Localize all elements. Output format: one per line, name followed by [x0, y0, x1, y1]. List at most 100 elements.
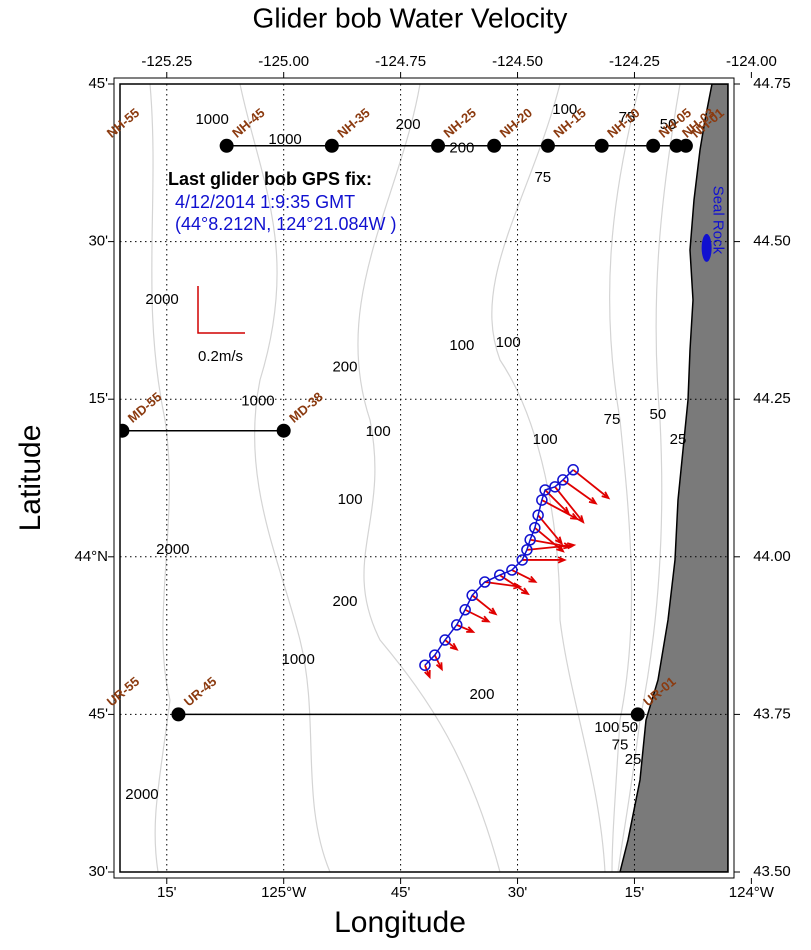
contour-label: 200 [449, 139, 474, 156]
top-tick-label: -125.00 [258, 53, 309, 70]
contour-label: 1000 [241, 393, 274, 410]
right-tick-label: 43.50 [753, 863, 791, 880]
station [540, 138, 555, 153]
contour-label: 2000 [145, 291, 178, 308]
contour-line [357, 84, 501, 872]
y-axis-label: Latitude [14, 425, 47, 532]
contour-label: 100 [552, 101, 577, 118]
station [646, 138, 661, 153]
velocity-vector [522, 556, 567, 564]
contour-label: 100 [366, 423, 391, 440]
scale-bar-label: 0.2m/s [198, 348, 243, 365]
station [678, 138, 693, 153]
top-tick-label: -124.50 [492, 53, 543, 70]
gps-fix-heading: Last glider bob GPS fix: [168, 169, 372, 189]
contour-label: 75 [604, 411, 621, 428]
station-label: NH-55 [104, 105, 142, 141]
velocity-vector [572, 469, 611, 500]
bottom-tick-label: 15' [157, 884, 177, 901]
glider-fix [506, 564, 518, 576]
contour-label: 25 [670, 431, 687, 448]
contour-line [149, 84, 171, 872]
glider-fix [459, 604, 471, 616]
glider-track [424, 469, 574, 666]
gps-fix-time: 4/12/2014 1:9:35 GMT [175, 192, 355, 212]
left-tick-label: 44°N [74, 548, 108, 565]
glider-fix [557, 474, 569, 486]
bottom-tick-label: 15' [625, 884, 645, 901]
right-tick-label: 43.75 [753, 705, 791, 722]
station-label: UR-45 [181, 674, 219, 710]
glider-fix [479, 576, 491, 588]
velocity-vector [562, 479, 598, 505]
station [324, 138, 339, 153]
velocity-vector [456, 624, 476, 633]
title: Glider bob Water Velocity [253, 2, 568, 33]
left-tick-label: 15' [88, 390, 108, 407]
velocity-vector [424, 664, 431, 680]
landmark-marker [701, 233, 712, 262]
velocity-vector [444, 639, 459, 651]
glider-fix [521, 544, 533, 556]
glider-fix [532, 509, 544, 521]
scale-bar-line [197, 286, 245, 334]
velocity-vector [484, 581, 523, 590]
station [630, 707, 645, 722]
bottom-tick-label: 45' [391, 884, 411, 901]
glider-fix [439, 634, 451, 646]
station-label: UR-55 [104, 674, 142, 710]
contour-label: 2000 [125, 786, 158, 803]
glider-fix [419, 659, 431, 671]
left-tick-label: 45' [88, 705, 108, 722]
right-tick-label: 44.25 [753, 390, 791, 407]
station [219, 138, 234, 153]
bottom-tick-label: 125°W [261, 884, 307, 901]
bottom-tick-label: 124°W [729, 884, 775, 901]
land [619, 84, 728, 872]
station-label: MD-55 [125, 389, 165, 426]
gps-fix-position: (44°8.212N, 124°21.084W ) [175, 214, 397, 234]
contour-label: 200 [469, 686, 494, 703]
glider-fix [450, 619, 463, 631]
contour-line [609, 84, 641, 872]
glider-fix [524, 534, 536, 546]
contour-label: 200 [332, 593, 357, 610]
station-label: NH-20 [497, 105, 535, 141]
station [94, 139, 108, 153]
right-tick-label: 44.75 [753, 75, 791, 92]
glider-fix [536, 494, 548, 506]
velocity-vector [537, 514, 564, 546]
velocity-vector [541, 499, 580, 520]
left-tick-label: 45' [88, 75, 108, 92]
velocity-vector [464, 608, 491, 623]
contour-label: 100 [594, 719, 619, 736]
top-tick-label: -124.25 [609, 53, 660, 70]
top-tick-label: -125.25 [141, 53, 192, 70]
contour-label: 100 [533, 431, 558, 448]
station-label: NH-35 [334, 105, 372, 141]
glider-fix [549, 481, 561, 493]
contour-line [617, 84, 681, 872]
station [120, 423, 130, 438]
frame [119, 83, 729, 873]
right-tick-label: 44.50 [753, 233, 791, 250]
glider-fix [529, 522, 541, 534]
glider-fix [539, 484, 551, 496]
contour-label: 25 [625, 751, 642, 768]
contour-label: 100 [338, 491, 363, 508]
contour-label: 1000 [268, 131, 301, 148]
glider-fix [494, 569, 506, 581]
velocity-vector [534, 527, 565, 553]
contour-label: 2000 [156, 541, 189, 558]
station [171, 707, 186, 722]
station [431, 138, 446, 153]
stations [94, 138, 693, 722]
station [487, 138, 502, 153]
contour-label: 100 [449, 337, 474, 354]
velocity-vector [511, 569, 538, 583]
velocity-vector [554, 486, 585, 524]
station-label: MD-38 [286, 389, 326, 426]
contour-label: 75 [534, 169, 551, 186]
velocity-vector [530, 538, 573, 550]
